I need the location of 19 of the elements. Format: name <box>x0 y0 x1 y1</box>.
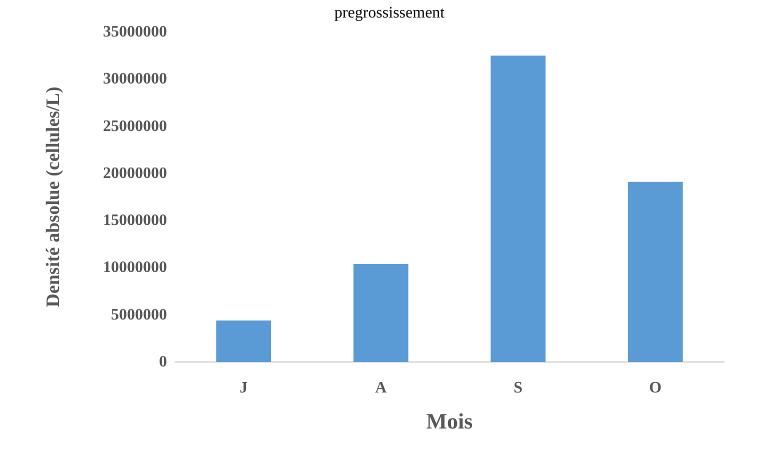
chart-title: pregrossissement <box>334 4 446 22</box>
y-tick-label: 15000000 <box>103 212 167 230</box>
x-tick-label: O <box>649 380 662 396</box>
bar <box>353 264 408 362</box>
y-tick-label: 5000000 <box>111 306 167 324</box>
x-tick-label: J <box>240 380 248 396</box>
y-axis-title: Densité absolue (cellules/L) <box>43 86 64 308</box>
y-tick-label: 0 <box>159 354 167 370</box>
bar <box>216 320 272 362</box>
x-axis-title: Mois <box>426 408 474 434</box>
bar <box>490 56 546 362</box>
y-tick-label: 10000000 <box>103 259 167 276</box>
y-tick-label: 35000000 <box>103 24 167 40</box>
x-tick-label: A <box>375 380 388 396</box>
y-tick-label: 25000000 <box>103 118 167 135</box>
y-tick-label: 20000000 <box>103 164 167 182</box>
x-tick-label: S <box>514 380 523 396</box>
y-tick-label: 30000000 <box>103 70 167 88</box>
bar <box>628 182 683 362</box>
